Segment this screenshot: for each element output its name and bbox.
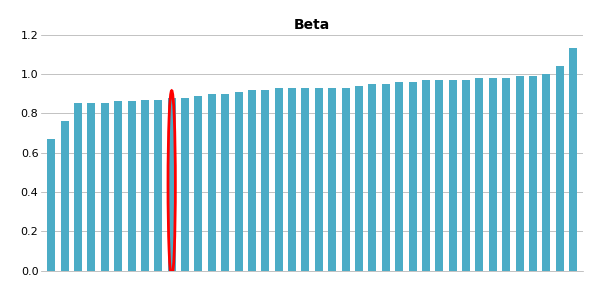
Bar — [502, 78, 510, 271]
Bar — [302, 88, 309, 271]
Bar — [221, 94, 229, 271]
Bar — [61, 121, 69, 271]
Bar — [409, 82, 416, 271]
Bar — [435, 80, 444, 271]
Bar — [181, 98, 189, 271]
Bar — [47, 139, 55, 271]
Bar — [248, 90, 256, 271]
Bar — [315, 88, 323, 271]
Bar — [74, 103, 82, 271]
Bar — [328, 88, 336, 271]
Bar — [489, 78, 497, 271]
Bar — [128, 101, 135, 271]
Bar — [168, 98, 176, 271]
Bar — [194, 96, 203, 271]
Bar — [154, 100, 163, 271]
Bar — [449, 80, 456, 271]
Bar — [288, 88, 296, 271]
Bar — [141, 100, 149, 271]
Bar — [382, 84, 390, 271]
Bar — [462, 80, 470, 271]
Bar — [87, 103, 95, 271]
Bar — [208, 94, 216, 271]
Bar — [555, 66, 564, 271]
Bar — [475, 78, 484, 271]
Bar — [529, 76, 537, 271]
Bar — [274, 88, 283, 271]
Bar — [542, 74, 550, 271]
Bar — [342, 88, 350, 271]
Bar — [262, 90, 269, 271]
Bar — [355, 86, 363, 271]
Bar — [422, 80, 430, 271]
Title: Beta: Beta — [294, 18, 330, 32]
Bar — [569, 48, 577, 271]
Bar — [114, 101, 122, 271]
Bar — [101, 103, 109, 271]
Bar — [515, 76, 524, 271]
Bar — [368, 84, 376, 271]
Bar — [395, 82, 403, 271]
Bar — [234, 92, 243, 271]
